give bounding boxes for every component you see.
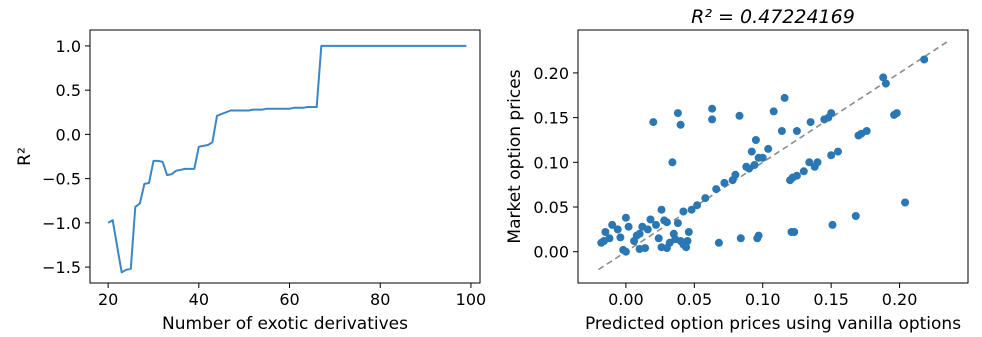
chart-2-scatter-point xyxy=(901,198,910,207)
chart-1-series-line xyxy=(107,44,467,274)
chart-1-y-axis-label: R² xyxy=(15,147,35,166)
chart-2-y-tick-label: 0.15 xyxy=(533,109,569,128)
chart-2-scatter-point xyxy=(827,109,836,118)
chart-2-scatter-point xyxy=(736,234,745,243)
chart-2-scatter-point xyxy=(654,234,663,243)
chart-2-x-tick-label: 0.10 xyxy=(745,290,781,309)
chart-1-x-tick-label: 100 xyxy=(456,290,487,309)
chart-2-scatter-point xyxy=(799,167,808,176)
chart-2-scatter-point xyxy=(731,170,740,179)
chart-2-scatter-point xyxy=(657,205,666,214)
chart-1-y-tick-label: 0.5 xyxy=(56,81,81,100)
chart-2-scatter-point xyxy=(777,127,786,135)
chart-2-scatter-point xyxy=(720,178,729,187)
chart-2-x-tick-label: 0.05 xyxy=(677,290,713,309)
chart-2-scatter-point xyxy=(649,118,658,127)
chart-2-scatter-point xyxy=(621,247,630,256)
chart-2-scatter-point xyxy=(851,212,860,220)
chart-1-y-tick-label: −1.0 xyxy=(42,214,81,233)
chart-2-x-tick-label: 0.15 xyxy=(813,290,849,309)
chart-2-x-tick-label: 0.00 xyxy=(608,290,644,309)
chart-2-scatter-point xyxy=(613,225,622,234)
chart-1-y-tick-label: −1.5 xyxy=(42,258,81,277)
chart-1-y-tick-label: −0.5 xyxy=(42,170,81,189)
chart-1-x-tick-label: 60 xyxy=(279,290,299,309)
chart-2-scatter-point xyxy=(641,244,650,253)
chart-2-scatter-point xyxy=(827,151,836,160)
chart-2-scatter-point xyxy=(828,220,837,229)
chart-2-y-tick-label: 0.05 xyxy=(533,198,569,217)
chart-2-scatter-point xyxy=(834,147,842,156)
chart-2-scatter-point xyxy=(673,109,682,118)
chart-2-scatter-point xyxy=(754,231,763,240)
chart-2-scatter-point xyxy=(714,238,723,247)
chart-2-scatter-point xyxy=(805,158,814,167)
chart-2-scatter-point xyxy=(652,220,660,229)
chart-2-scatter-point xyxy=(679,207,688,216)
chart-2-scatter-point xyxy=(701,194,710,203)
chart-2-reference-line xyxy=(598,40,948,271)
chart-2-scatter-point xyxy=(790,228,799,236)
chart-2-scatter-point xyxy=(879,73,888,82)
chart-1-x-tick-label: 20 xyxy=(98,290,118,309)
chart-2-scatter-point xyxy=(608,220,617,229)
chart-2-scatter-point xyxy=(792,127,801,135)
chart-2-y-axis-label: Market option prices xyxy=(505,69,525,243)
chart-2-scatter-point xyxy=(806,118,815,127)
chart-2-title: R² = 0.47224169 xyxy=(691,6,855,28)
chart-1-x-tick-label: 80 xyxy=(370,290,390,309)
chart-1-y-tick-label: 1.0 xyxy=(56,37,81,56)
chart-2-scatter-point xyxy=(662,218,671,227)
chart-2-x-axis-label: Predicted option prices using vanilla op… xyxy=(585,314,961,334)
chart-2-scatter-point xyxy=(920,55,929,64)
chart-2-scatter-point xyxy=(673,219,682,228)
chart-2-scatter-point xyxy=(687,205,696,214)
chart-2-scatter-point xyxy=(635,229,644,238)
chart-2-y-tick-label: 0.00 xyxy=(533,243,569,262)
chart-1-y-tick-label: 0.0 xyxy=(56,125,81,144)
chart-2-scatter-point xyxy=(758,153,767,162)
chart-2-scatter-point xyxy=(862,127,871,135)
chart-2-frame xyxy=(577,29,969,284)
chart-2-scatter-point xyxy=(769,107,778,116)
chart-2-scatter-point xyxy=(813,158,822,167)
chart-2-scatter-point xyxy=(712,185,721,194)
chart-2-scatter-point xyxy=(735,111,744,120)
chart-2-scatter-point xyxy=(683,237,692,245)
chart-2-scatter-point xyxy=(621,213,630,222)
chart-1-x-tick-label: 40 xyxy=(189,290,209,309)
chart-2-scatter-point xyxy=(764,144,773,153)
chart-2-scatter-point xyxy=(616,233,625,242)
chart-1-x-axis-label: Number of exotic derivatives xyxy=(162,314,408,334)
chart-2-scatter-point xyxy=(643,225,652,234)
chart-2-scatter-point xyxy=(668,158,677,167)
chart-2-y-tick-label: 0.10 xyxy=(533,153,569,172)
chart-2-scatter-point xyxy=(747,147,756,156)
chart-2-scatter-point xyxy=(751,136,760,144)
chart-2-scatter-point xyxy=(682,243,691,252)
chart-2-scatter-point xyxy=(780,93,789,102)
chart-2-scatter-point xyxy=(750,161,759,169)
chart-2-scatter-point xyxy=(792,171,801,180)
chart-1-frame xyxy=(89,29,481,284)
chart-2-scatter-point xyxy=(708,115,717,124)
chart-2-y-tick-label: 0.20 xyxy=(533,64,569,83)
chart-2-scatter-point xyxy=(892,109,901,118)
chart-2-scatter-point xyxy=(605,234,614,243)
chart-2-scatter-point xyxy=(881,79,890,88)
chart-2-scatter-point xyxy=(624,222,633,231)
chart-2-scatter-point xyxy=(601,228,610,236)
chart-2-x-tick-label: 0.20 xyxy=(882,290,918,309)
chart-2-scatter-point xyxy=(676,120,685,129)
chart-2-scatter-point xyxy=(646,215,655,224)
chart-2-scatter-point xyxy=(684,228,693,236)
chart-2-scatter-point xyxy=(708,104,717,113)
chart-2-scatter-point xyxy=(693,201,702,210)
